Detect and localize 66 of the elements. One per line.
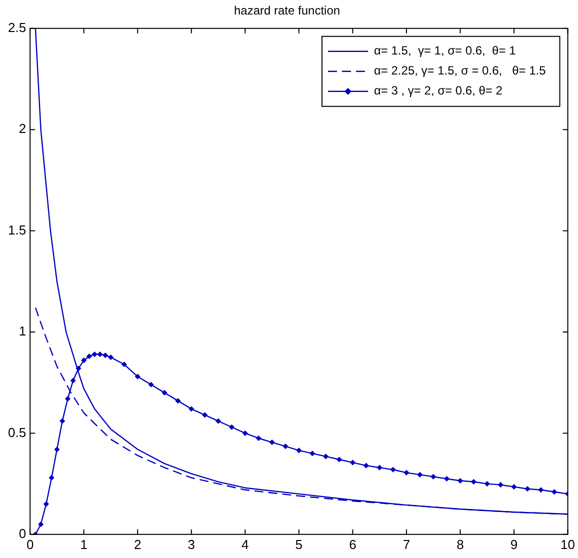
x-tick-label: 7 (402, 536, 410, 552)
legend-label: α= 3 , γ= 2, σ= 0.6, θ= 2 (374, 84, 503, 98)
x-tick-label: 10 (560, 536, 576, 552)
point (92, 351, 98, 358)
point (38, 521, 44, 528)
point (430, 474, 436, 480)
point (296, 448, 302, 454)
point (60, 418, 66, 424)
point (538, 487, 544, 493)
point (282, 444, 288, 450)
point (470, 478, 476, 485)
point (175, 398, 181, 404)
point (70, 378, 76, 384)
point (310, 450, 316, 456)
point (444, 476, 450, 482)
legend-label: α= 2.25, γ= 1.5, σ = 0.6, θ= 1.5 (374, 64, 546, 78)
point (81, 358, 87, 364)
y-tick-label: 2 (18, 121, 26, 136)
y-tick-label: 1.5 (8, 222, 26, 238)
y-tick-label: 0 (18, 526, 26, 541)
point (228, 424, 235, 430)
y-tick-label: 0.5 (8, 424, 26, 440)
point (552, 489, 558, 495)
point (48, 474, 54, 481)
point (202, 412, 208, 418)
point (524, 486, 530, 492)
chart-title: hazard rate function (234, 4, 340, 18)
point (148, 382, 154, 388)
x-tick-label: 4 (242, 536, 249, 552)
point (404, 470, 410, 476)
point (162, 390, 168, 396)
point (188, 406, 194, 412)
point (363, 462, 369, 468)
point (498, 482, 504, 488)
x-tick-label: 6 (349, 536, 356, 552)
x-tick-label: 2 (134, 536, 142, 552)
y-tick-label: 1 (18, 324, 26, 339)
point (336, 456, 342, 462)
point (511, 484, 517, 490)
point (376, 464, 382, 470)
point (54, 446, 60, 452)
point (64, 396, 71, 402)
point (215, 418, 222, 424)
point (86, 353, 92, 360)
legend-label: α= 1.5, γ= 1, σ= 0.6, θ= 1 (374, 44, 516, 58)
point (484, 481, 490, 487)
x-tick-label: 3 (188, 536, 195, 552)
point (97, 351, 103, 358)
x-tick-label: 5 (295, 536, 303, 552)
point (417, 472, 423, 478)
point (108, 354, 114, 360)
point (121, 362, 127, 368)
point (256, 435, 262, 442)
point (102, 352, 108, 358)
x-tick-label: 1 (80, 536, 88, 552)
x-tick-label: 9 (510, 536, 518, 552)
x-tick-label: 8 (456, 536, 464, 552)
point (43, 501, 50, 507)
point (269, 440, 275, 446)
point (134, 374, 140, 380)
point (323, 454, 329, 460)
point (390, 466, 396, 472)
point (457, 478, 464, 484)
y-tick-label: 2.5 (8, 20, 26, 35)
point (242, 430, 248, 436)
point (350, 460, 356, 466)
